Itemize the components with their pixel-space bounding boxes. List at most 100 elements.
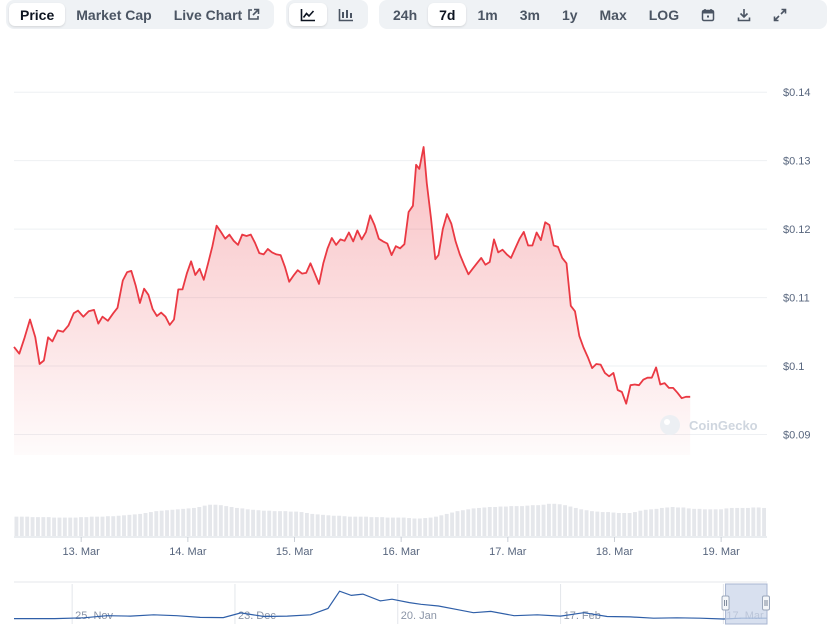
x-tick-label: 18. Mar [596, 546, 634, 558]
x-tick-label: 13. Mar [63, 546, 101, 558]
range-24h[interactable]: 24h [393, 6, 418, 23]
navigator-handle[interactable] [762, 595, 770, 611]
volume-bar [181, 508, 186, 536]
volume-bar [122, 515, 126, 536]
volume-bar [450, 512, 455, 536]
volume-bar [143, 513, 148, 536]
fullscreen-button[interactable] [762, 3, 798, 26]
volume-bar [41, 517, 46, 536]
price-line-group [13, 146, 691, 405]
volume-bar [68, 517, 73, 536]
line-chart-button[interactable] [289, 3, 327, 26]
log-scale-toggle[interactable]: LOG [648, 6, 680, 23]
volume-bar [735, 507, 740, 536]
volume-bars [14, 503, 766, 536]
calendar-button[interactable] [690, 3, 726, 26]
volume-bar [283, 511, 288, 536]
volume-bar [267, 510, 272, 536]
volume-bar [116, 515, 121, 536]
volume-bar [138, 513, 143, 536]
tab-live-chart[interactable]: Live Chart [163, 3, 271, 26]
volume-bar [326, 515, 331, 536]
volume-bar [240, 508, 245, 536]
volume-bar [299, 512, 304, 536]
volume-bar [14, 516, 19, 536]
download-button[interactable] [726, 3, 762, 26]
navigator-selection[interactable] [725, 583, 768, 625]
volume-bar [729, 507, 734, 536]
volume-bar [546, 503, 551, 536]
navigator-line [14, 590, 767, 620]
volume-bar [573, 507, 578, 536]
volume-bar [579, 509, 584, 536]
line-chart-icon [300, 8, 315, 21]
volume-bar [568, 506, 573, 536]
navigator-selection-group[interactable] [721, 583, 770, 625]
volume-bar [401, 517, 406, 536]
volume-bar [762, 507, 766, 536]
volume-bar [165, 510, 169, 536]
y-tick-label: $0.14 [783, 87, 811, 99]
range-1m[interactable]: 1m [477, 6, 498, 23]
tab-price[interactable]: Price [9, 3, 66, 26]
volume-bar [73, 517, 78, 536]
volume-bar [235, 507, 239, 536]
range-7d[interactable]: 7d [428, 3, 467, 26]
volume-bar [590, 511, 594, 536]
download-icon [737, 8, 751, 21]
volume-bar [627, 513, 632, 536]
tab-market-cap[interactable]: Market Cap [76, 6, 152, 23]
navigator-handle-body[interactable] [762, 595, 770, 611]
volume-bar [245, 509, 250, 536]
volume-bar [159, 510, 164, 536]
volume-bar [342, 516, 347, 536]
volume-bar [719, 509, 723, 536]
volume-bar [202, 505, 207, 536]
volume-bar [100, 516, 105, 536]
navigator-tick-label: 17. Feb [564, 610, 601, 622]
volume-bar [606, 512, 611, 536]
volume-bar [611, 512, 616, 536]
navigator-handle-body[interactable] [721, 595, 730, 611]
candlestick-icon [338, 8, 353, 21]
volume-bar [563, 505, 567, 536]
volume-bar [428, 517, 433, 536]
x-tick-label: 17. Mar [489, 546, 527, 558]
volume-bar [62, 517, 67, 536]
volume-bar [315, 514, 320, 536]
range-3m[interactable]: 3m [519, 6, 540, 23]
y-axis-ticks: $0.09 $0.1 $0.11 $0.12 $0.13 $0.14 [783, 87, 811, 441]
volume-bar [498, 506, 503, 536]
volume-bar [423, 518, 428, 536]
volume-bar [643, 509, 648, 536]
volume-bar [191, 507, 196, 536]
volume-bar [30, 517, 35, 536]
range-max[interactable]: Max [599, 6, 627, 23]
coingecko-logo-icon [660, 415, 680, 435]
candlestick-chart-button[interactable] [327, 3, 365, 26]
volume-bar [659, 507, 664, 536]
volume-bar [358, 516, 363, 536]
tab-live-chart-label: Live Chart [173, 6, 243, 23]
volume-bar [520, 506, 524, 536]
volume-bar [89, 516, 94, 536]
volume-bar [364, 516, 368, 536]
volume-bar [396, 517, 401, 536]
volume-bar [724, 508, 729, 536]
volume-bar [127, 514, 132, 536]
volume-bar [692, 508, 697, 536]
navigator-handle[interactable] [721, 595, 730, 611]
volume-bar [665, 507, 670, 536]
x-tick-label: 19. Mar [702, 546, 740, 558]
coingecko-watermark: CoinGecko [660, 415, 758, 435]
volume-bar [584, 510, 589, 536]
volume-bar [654, 508, 659, 536]
time-range-group: 24h 7d 1m 3m 1y Max LOG [379, 0, 827, 29]
range-1y[interactable]: 1y [561, 6, 578, 23]
volume-bar [57, 517, 62, 536]
y-tick-label: $0.09 [783, 429, 811, 441]
volume-bar [25, 516, 30, 536]
volume-bar [304, 513, 309, 536]
